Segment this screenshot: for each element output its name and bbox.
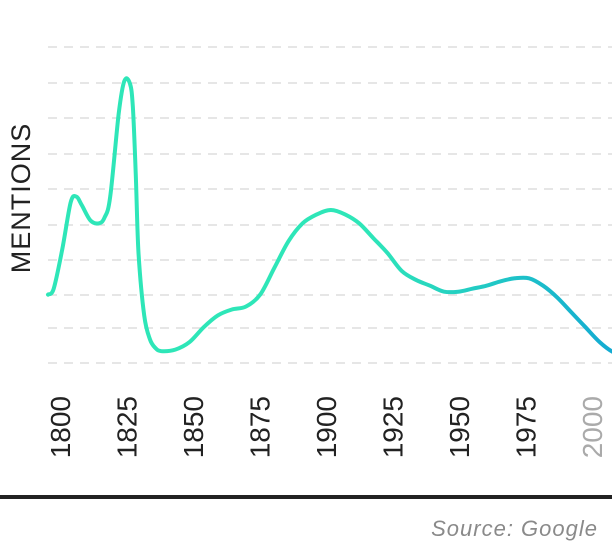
x-tick-labels: 1800 1825 1850 1875 1900 1925 1950 1975 2000	[45, 396, 608, 458]
x-tick-label: 1975	[511, 396, 542, 458]
gridlines	[48, 46, 612, 364]
y-axis-label: MENTIONS	[6, 123, 36, 274]
x-tick-label: 2000	[577, 396, 608, 458]
x-tick-label: 1900	[311, 396, 342, 458]
x-tick-label: 1825	[112, 396, 143, 458]
series-line	[46, 76, 612, 354]
x-tick-label: 1800	[45, 396, 76, 458]
x-tick-label: 1925	[378, 396, 409, 458]
x-tick-label: 1875	[245, 396, 276, 458]
x-tick-label: 1950	[444, 396, 475, 458]
source-note: Source: Google	[431, 516, 598, 541]
x-tick-label: 1850	[178, 396, 209, 458]
